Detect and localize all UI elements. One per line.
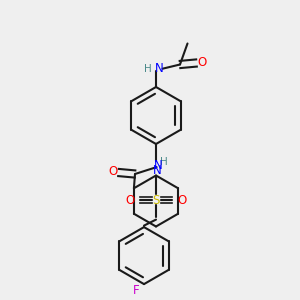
Text: N: N bbox=[154, 159, 163, 172]
Text: O: O bbox=[178, 194, 187, 207]
Text: N: N bbox=[154, 61, 164, 75]
Text: O: O bbox=[109, 165, 118, 178]
Text: O: O bbox=[125, 194, 134, 207]
Text: F: F bbox=[133, 284, 140, 297]
Text: O: O bbox=[197, 56, 206, 69]
Text: S: S bbox=[152, 194, 160, 207]
Text: H: H bbox=[144, 64, 152, 74]
Text: H: H bbox=[160, 157, 168, 167]
Text: N: N bbox=[153, 164, 162, 177]
